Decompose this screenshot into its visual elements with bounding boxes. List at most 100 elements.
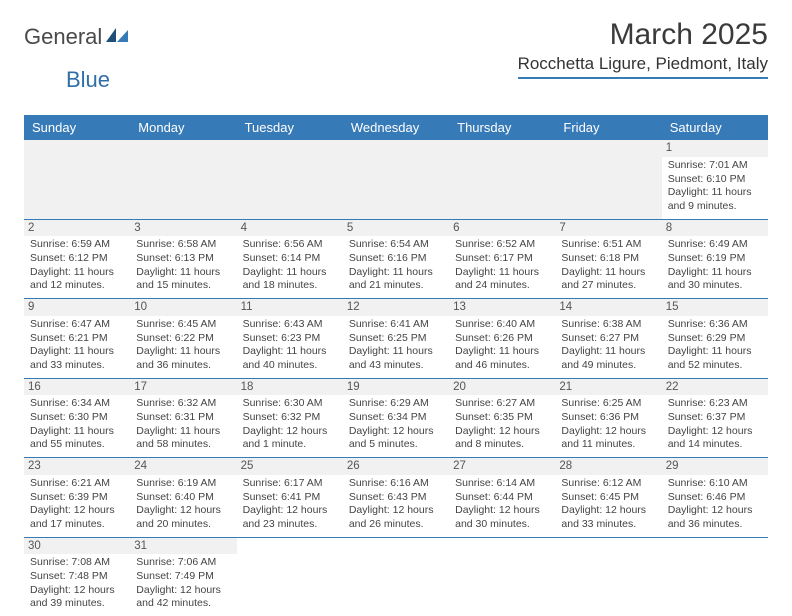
day1-text: Daylight: 11 hours [30, 266, 124, 280]
calendar-cell: 30Sunrise: 7:08 AMSunset: 7:48 PMDayligh… [24, 537, 130, 616]
calendar-table: Sunday Monday Tuesday Wednesday Thursday… [24, 115, 768, 616]
day-number: 12 [343, 299, 449, 316]
day2-text: and 8 minutes. [455, 438, 549, 452]
day1-text: Daylight: 11 hours [349, 266, 443, 280]
day-header-row: Sunday Monday Tuesday Wednesday Thursday… [24, 115, 768, 140]
day-header: Saturday [662, 115, 768, 140]
day-number: 16 [24, 379, 130, 396]
day1-text: Daylight: 12 hours [30, 504, 124, 518]
day2-text: and 24 minutes. [455, 279, 549, 293]
day2-text: and 20 minutes. [136, 518, 230, 532]
day1-text: Daylight: 12 hours [243, 425, 337, 439]
day-number: 24 [130, 458, 236, 475]
sunset-text: Sunset: 6:34 PM [349, 411, 443, 425]
calendar-cell: 12Sunrise: 6:41 AMSunset: 6:25 PMDayligh… [343, 299, 449, 379]
day2-text: and 52 minutes. [668, 359, 762, 373]
calendar-row: 23Sunrise: 6:21 AMSunset: 6:39 PMDayligh… [24, 458, 768, 538]
sunset-text: Sunset: 6:32 PM [243, 411, 337, 425]
sunrise-text: Sunrise: 6:10 AM [668, 477, 762, 491]
sunrise-text: Sunrise: 6:43 AM [243, 318, 337, 332]
day-number: 15 [662, 299, 768, 316]
day1-text: Daylight: 11 hours [243, 345, 337, 359]
day1-text: Daylight: 12 hours [668, 504, 762, 518]
day1-text: Daylight: 11 hours [455, 266, 549, 280]
day1-text: Daylight: 12 hours [243, 504, 337, 518]
calendar-cell [24, 140, 130, 219]
sunset-text: Sunset: 6:40 PM [136, 491, 230, 505]
day-number: 27 [449, 458, 555, 475]
day2-text: and 33 minutes. [561, 518, 655, 532]
day1-text: Daylight: 11 hours [455, 345, 549, 359]
day-number: 29 [662, 458, 768, 475]
day-header: Thursday [449, 115, 555, 140]
sunset-text: Sunset: 6:44 PM [455, 491, 549, 505]
sunset-text: Sunset: 6:25 PM [349, 332, 443, 346]
sunset-text: Sunset: 6:26 PM [455, 332, 549, 346]
day2-text: and 9 minutes. [668, 200, 762, 214]
day-number: 20 [449, 379, 555, 396]
sunrise-text: Sunrise: 6:56 AM [243, 238, 337, 252]
day1-text: Daylight: 12 hours [136, 584, 230, 598]
day-number: 13 [449, 299, 555, 316]
sunrise-text: Sunrise: 6:59 AM [30, 238, 124, 252]
day2-text: and 1 minute. [243, 438, 337, 452]
day-number: 26 [343, 458, 449, 475]
calendar-cell [237, 140, 343, 219]
logo: General [24, 24, 130, 50]
sunset-text: Sunset: 7:49 PM [136, 570, 230, 584]
day-number: 11 [237, 299, 343, 316]
day-number: 31 [130, 538, 236, 555]
day1-text: Daylight: 11 hours [243, 266, 337, 280]
day-number: 6 [449, 220, 555, 237]
day2-text: and 40 minutes. [243, 359, 337, 373]
calendar-row: 30Sunrise: 7:08 AMSunset: 7:48 PMDayligh… [24, 537, 768, 616]
calendar-cell: 20Sunrise: 6:27 AMSunset: 6:35 PMDayligh… [449, 378, 555, 458]
sunset-text: Sunset: 6:39 PM [30, 491, 124, 505]
sunset-text: Sunset: 6:46 PM [668, 491, 762, 505]
calendar-cell [130, 140, 236, 219]
day-number: 28 [555, 458, 661, 475]
calendar-cell [343, 140, 449, 219]
sunrise-text: Sunrise: 6:38 AM [561, 318, 655, 332]
day-number: 4 [237, 220, 343, 237]
day2-text: and 43 minutes. [349, 359, 443, 373]
sunrise-text: Sunrise: 6:19 AM [136, 477, 230, 491]
sunrise-text: Sunrise: 6:29 AM [349, 397, 443, 411]
day1-text: Daylight: 12 hours [349, 504, 443, 518]
sunrise-text: Sunrise: 6:32 AM [136, 397, 230, 411]
day-number: 25 [237, 458, 343, 475]
day2-text: and 15 minutes. [136, 279, 230, 293]
day2-text: and 42 minutes. [136, 597, 230, 611]
sunset-text: Sunset: 7:48 PM [30, 570, 124, 584]
calendar-cell: 27Sunrise: 6:14 AMSunset: 6:44 PMDayligh… [449, 458, 555, 538]
day-number: 23 [24, 458, 130, 475]
calendar-row: 1Sunrise: 7:01 AMSunset: 6:10 PMDaylight… [24, 140, 768, 219]
calendar-cell: 17Sunrise: 6:32 AMSunset: 6:31 PMDayligh… [130, 378, 236, 458]
calendar-cell: 6Sunrise: 6:52 AMSunset: 6:17 PMDaylight… [449, 219, 555, 299]
calendar-cell: 25Sunrise: 6:17 AMSunset: 6:41 PMDayligh… [237, 458, 343, 538]
day2-text: and 33 minutes. [30, 359, 124, 373]
day1-text: Daylight: 11 hours [30, 425, 124, 439]
day2-text: and 14 minutes. [668, 438, 762, 452]
day2-text: and 36 minutes. [136, 359, 230, 373]
calendar-cell: 10Sunrise: 6:45 AMSunset: 6:22 PMDayligh… [130, 299, 236, 379]
day1-text: Daylight: 11 hours [668, 186, 762, 200]
day-number: 8 [662, 220, 768, 237]
calendar-cell: 4Sunrise: 6:56 AMSunset: 6:14 PMDaylight… [237, 219, 343, 299]
day2-text: and 39 minutes. [30, 597, 124, 611]
day2-text: and 58 minutes. [136, 438, 230, 452]
day-number: 2 [24, 220, 130, 237]
sunset-text: Sunset: 6:36 PM [561, 411, 655, 425]
month-title: March 2025 [518, 18, 768, 52]
calendar-cell [555, 140, 661, 219]
day2-text: and 46 minutes. [455, 359, 549, 373]
sunrise-text: Sunrise: 6:21 AM [30, 477, 124, 491]
sunset-text: Sunset: 6:16 PM [349, 252, 443, 266]
day2-text: and 55 minutes. [30, 438, 124, 452]
calendar-cell [343, 537, 449, 616]
sunrise-text: Sunrise: 6:51 AM [561, 238, 655, 252]
sunrise-text: Sunrise: 6:40 AM [455, 318, 549, 332]
sunset-text: Sunset: 6:31 PM [136, 411, 230, 425]
calendar-cell: 11Sunrise: 6:43 AMSunset: 6:23 PMDayligh… [237, 299, 343, 379]
day2-text: and 5 minutes. [349, 438, 443, 452]
